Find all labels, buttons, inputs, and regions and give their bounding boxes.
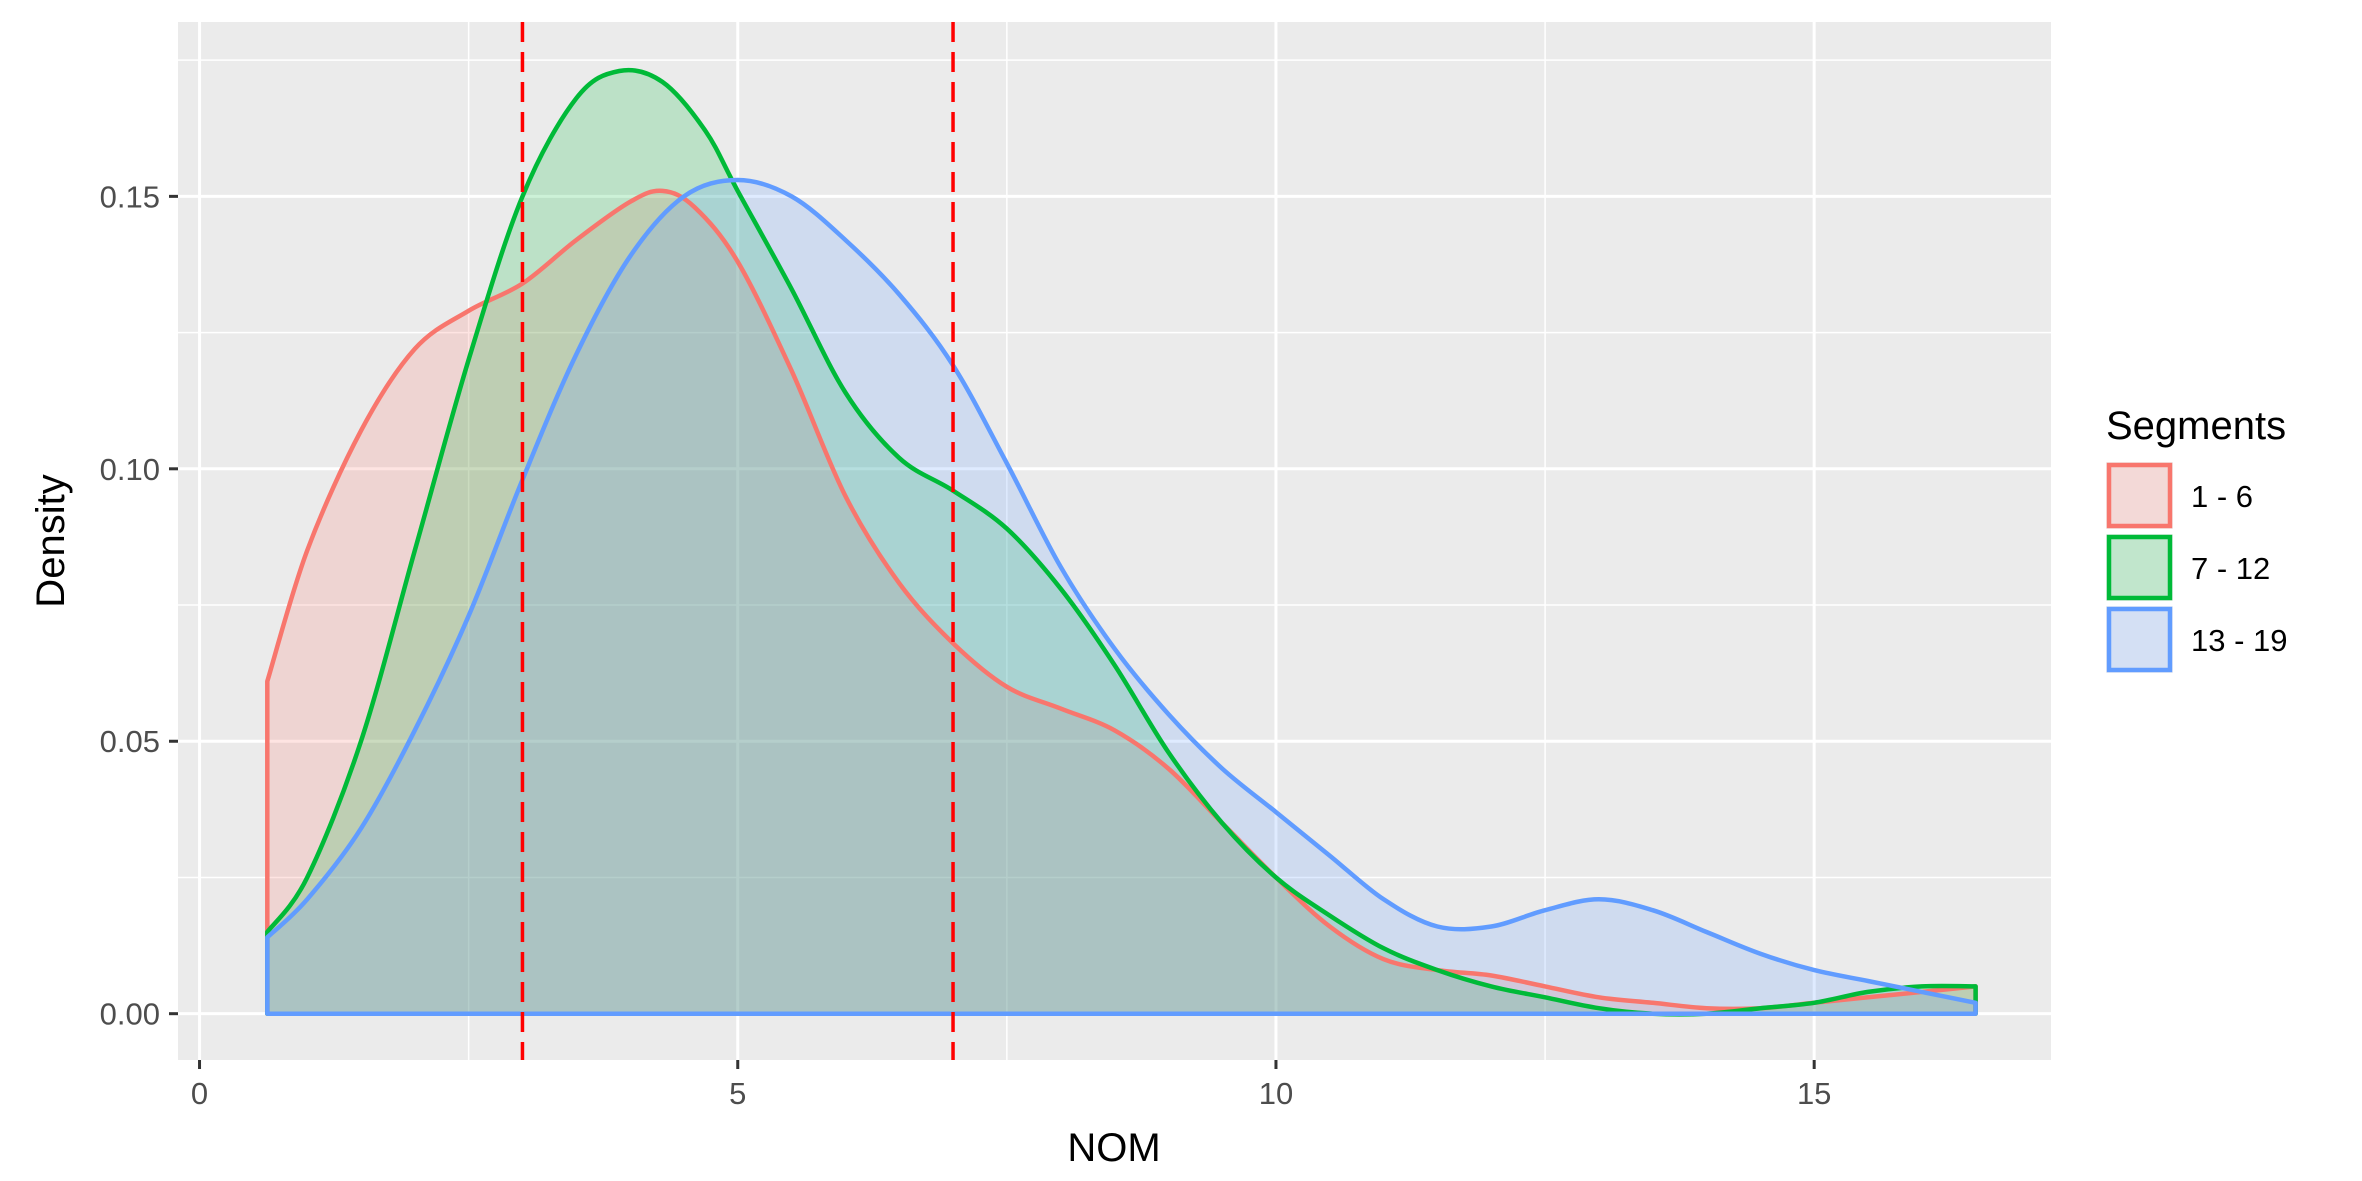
y-axis: 0.00 0.05 0.10 0.15: [100, 179, 178, 1032]
legend-key-background: [2106, 606, 2173, 673]
legend-key-1: [2106, 462, 2173, 529]
legend: Segments 1 - 6 7 - 12 13 - 19: [2106, 404, 2288, 673]
y-tick-label: 0.00: [100, 997, 160, 1032]
legend-key-2: [2106, 534, 2173, 601]
density-area-1: [267, 190, 1976, 1014]
legend-key-background: [2106, 462, 2173, 529]
legend-key-3: [2106, 606, 2173, 673]
density-fills: [267, 70, 1976, 1015]
x-tick-label: 10: [1259, 1076, 1293, 1111]
x-axis: 0 5 10 15: [191, 1060, 1831, 1111]
legend-title: Segments: [2106, 404, 2286, 448]
density-line-1: [265, 188, 1978, 1016]
x-tick-label: 15: [1797, 1076, 1831, 1111]
y-tick-label: 0.15: [100, 179, 160, 214]
legend-key-background: [2106, 534, 2173, 601]
x-tick-label: 0: [191, 1076, 208, 1111]
density-line-3: [265, 177, 1978, 1016]
y-tick-label: 0.10: [100, 452, 160, 487]
density-area-2: [267, 70, 1976, 1015]
y-axis-title: Density: [29, 474, 73, 607]
x-axis-title: NOM: [1067, 1126, 1160, 1170]
legend-label-2: 7 - 12: [2191, 551, 2270, 586]
reference-lines: [520, 22, 955, 1060]
density-area-3: [267, 180, 1976, 1014]
legend-label-1: 1 - 6: [2191, 479, 2253, 514]
y-tick-label: 0.05: [100, 724, 160, 759]
density-lines: [265, 67, 1978, 1017]
x-tick-label: 5: [729, 1076, 746, 1111]
legend-label-3: 13 - 19: [2191, 623, 2288, 658]
